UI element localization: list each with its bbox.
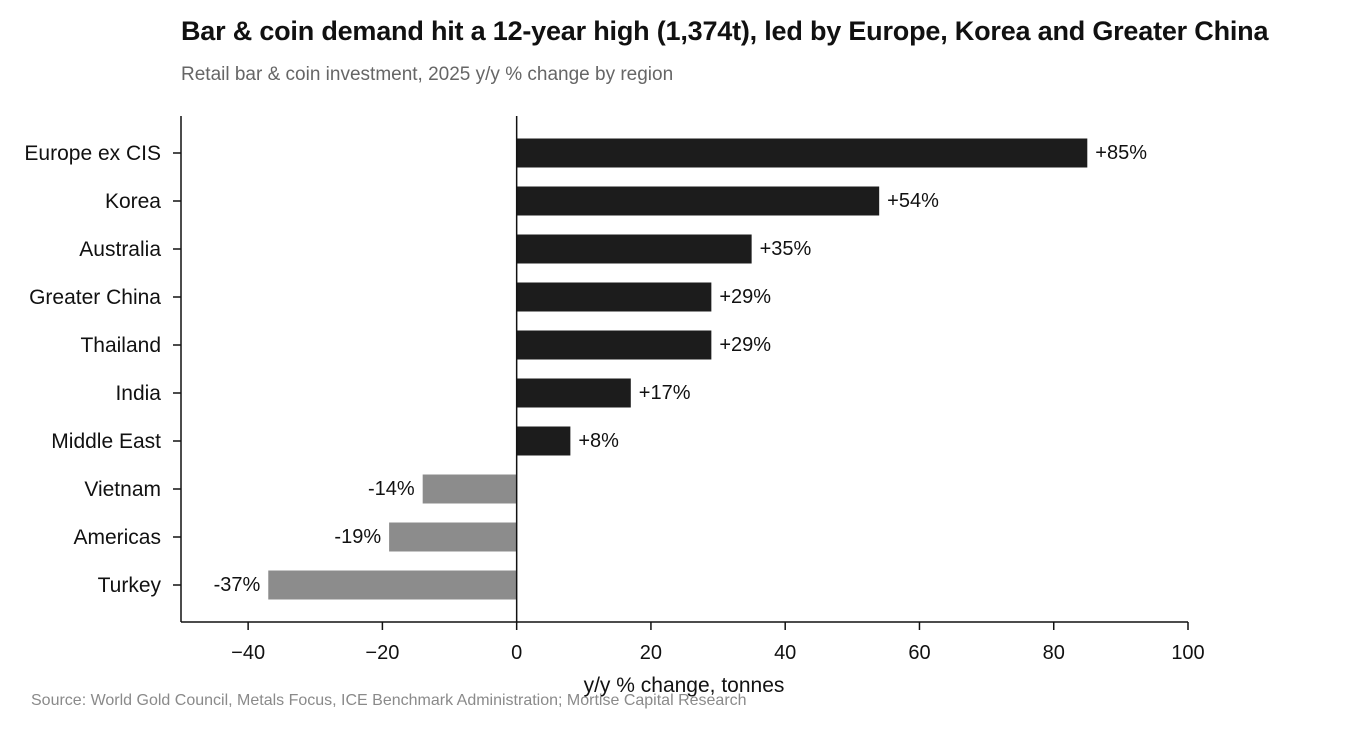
x-tick-label-1: −20 [365,642,399,664]
axes-layer [173,116,1189,630]
x-tick-label-5: 60 [908,642,930,664]
category-label-australia: Australia [79,238,161,261]
x-tick-label-3: 20 [640,642,662,664]
data-label-korea: +54% [887,190,939,212]
data-label-middle-east: +8% [578,430,619,452]
bar-greater-china [516,282,712,312]
bar-vietnam [422,474,517,504]
category-label-india: India [115,382,161,405]
bar-americas [389,522,517,552]
x-tick-label-0: −40 [231,642,265,664]
category-label-vietnam: Vietnam [84,478,161,501]
category-label-middle-east: Middle East [51,430,161,453]
data-label-americas: -19% [334,526,381,548]
bar-india [516,378,631,408]
x-tick-label-6: 80 [1043,642,1065,664]
category-label-europe-ex-cis: Europe ex CIS [24,142,161,165]
bar-korea [516,186,880,216]
category-label-korea: Korea [105,190,161,213]
category-label-americas: Americas [73,526,161,549]
bar-turkey [268,570,517,600]
data-label-vietnam: -14% [368,478,415,500]
bar-middle-east [516,426,571,456]
bar-australia [516,234,752,264]
category-label-thailand: Thailand [80,334,161,357]
data-label-europe-ex-cis: +85% [1095,142,1147,164]
chart-subtitle: Retail bar & coin investment, 2025 y/y %… [181,64,674,85]
x-tick-label-2: 0 [511,642,522,664]
x-tick-label-4: 40 [774,642,796,664]
bar-europe-ex-cis [516,138,1088,168]
bars-layer [268,138,1088,600]
category-label-greater-china: Greater China [29,286,161,309]
data-label-turkey: -37% [214,574,261,596]
data-label-india: +17% [639,382,691,404]
category-label-turkey: Turkey [98,574,162,597]
data-label-greater-china: +29% [719,286,771,308]
data-label-australia: +35% [760,238,812,260]
data-label-thailand: +29% [719,334,771,356]
x-tick-label-7: 100 [1171,642,1204,664]
chart-title: Bar & coin demand hit a 12-year high (1,… [181,16,1269,46]
x-axis-title: y/y % change, tonnes [584,674,785,697]
source-note: Source: World Gold Council, Metals Focus… [31,692,747,709]
labels-layer: Europe ex CIS +85% Korea +54% Australia +35% G… [24,142,1204,664]
bar-thailand [516,330,712,360]
